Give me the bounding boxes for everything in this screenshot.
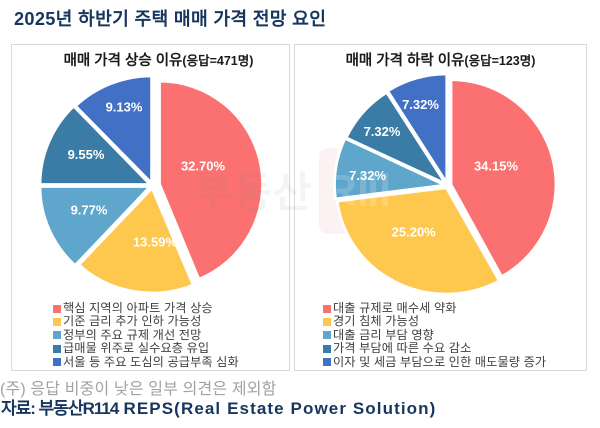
svg-text:9.77%: 9.77% (71, 203, 108, 218)
svg-text:25.20%: 25.20% (392, 225, 437, 240)
svg-text:R: R (325, 166, 357, 215)
svg-text:34.15%: 34.15% (474, 159, 519, 174)
svg-text:부동산: 부동산 (194, 169, 313, 216)
svg-text:9.13%: 9.13% (106, 100, 143, 115)
svg-text:7.32%: 7.32% (402, 97, 439, 112)
svg-text:7.32%: 7.32% (364, 124, 401, 139)
svg-text:7.32%: 7.32% (349, 168, 386, 183)
svg-text:13.59%: 13.59% (133, 235, 178, 250)
svg-text:32.70%: 32.70% (181, 159, 226, 174)
svg-text:9.55%: 9.55% (68, 147, 105, 162)
